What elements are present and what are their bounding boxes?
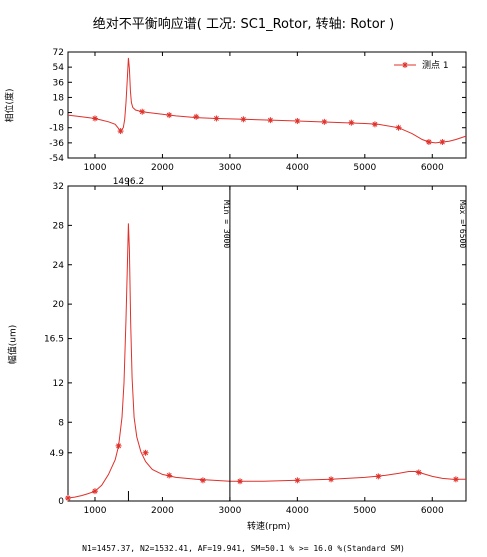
amplitude-ytick-label: 12 [53, 379, 64, 389]
phase-xtick-label: 2000 [151, 163, 174, 173]
amplitude-ytick-label: 32 [53, 182, 64, 192]
limit-label: Max = 6500 [458, 200, 467, 248]
phase-xtick-label: 6000 [421, 163, 444, 173]
phase-data-marker [267, 117, 274, 124]
amplitude-ytick-label: 28 [53, 221, 65, 231]
amplitude-ytick-label: 0 [58, 497, 64, 507]
phase-ytick-label: 0 [58, 109, 64, 119]
amplitude-xtick-label: 2000 [151, 506, 174, 516]
phase-data-marker [425, 139, 432, 146]
phase-data-marker [395, 124, 402, 131]
limit-label: Min = 3000 [222, 200, 231, 248]
amplitude-xtick-label: 6000 [421, 506, 444, 516]
amplitude-axis-label: 幅值(um) [8, 324, 19, 364]
amplitude-data-marker [328, 476, 335, 483]
amplitude-ytick-label: 8 [58, 418, 64, 428]
phase-xtick-label: 3000 [218, 163, 241, 173]
amplitude-data-marker [199, 477, 206, 484]
amplitude-xtick-label: 3000 [218, 506, 241, 516]
amplitude-ytick-label: 4.9 [50, 449, 65, 459]
amplitude-xtick-label: 1000 [84, 506, 107, 516]
peak-label: 1496.2 [113, 177, 145, 187]
amplitude-data-marker [415, 469, 422, 476]
footer-summary: N1=1457.37, N2=1532.41, AF=19.941, SM=50… [82, 544, 405, 553]
phase-data-marker [193, 113, 200, 120]
phase-ytick-label: -18 [49, 124, 64, 134]
phase-data-marker [91, 115, 98, 122]
phase-xtick-label: 5000 [353, 163, 376, 173]
speed-axis-label: 转速(rpm) [247, 522, 291, 532]
legend-label: 测点 1 [422, 60, 449, 71]
amplitude-data-marker [237, 478, 244, 485]
amplitude-xtick-label: 4000 [286, 506, 309, 516]
phase-data-marker [371, 121, 378, 128]
phase-axis-label: 相位(度) [5, 88, 16, 123]
phase-xtick-label: 4000 [286, 163, 309, 173]
phase-ytick-label: -54 [49, 154, 64, 164]
legend-marker [402, 62, 408, 68]
amplitude-data-marker [65, 495, 71, 502]
phase-data-marker [213, 115, 220, 122]
amplitude-data-marker [142, 449, 149, 456]
phase-data-marker [240, 116, 247, 123]
amplitude-series-line [67, 223, 466, 499]
phase-data-marker [117, 128, 124, 135]
phase-plot-frame [67, 51, 467, 159]
phase-xtick-label: 1000 [84, 163, 107, 173]
phase-data-marker [321, 118, 328, 125]
amplitude-data-marker [452, 476, 459, 483]
phase-ytick-label: -36 [49, 139, 64, 149]
phase-data-marker [139, 108, 146, 115]
amplitude-xtick-label: 5000 [353, 506, 376, 516]
amplitude-data-marker [166, 472, 173, 479]
phase-ytick-label: 36 [53, 78, 65, 88]
amplitude-data-marker [115, 442, 122, 449]
amplitude-data-marker [375, 473, 382, 480]
amplitude-ytick-label: 24 [53, 261, 65, 271]
amplitude-ytick-label: 20 [53, 300, 65, 310]
phase-data-marker [294, 117, 301, 124]
amplitude-plot-frame [67, 185, 467, 502]
amplitude-data-marker [91, 488, 98, 495]
phase-ytick-label: 18 [53, 93, 65, 103]
phase-ytick-label: 72 [53, 48, 64, 58]
chart-title: 绝对不平衡响应谱( 工况: SC1_Rotor, 转轴: Rotor ) [92, 17, 395, 32]
amplitude-data-marker [294, 477, 301, 484]
phase-data-marker [166, 112, 173, 119]
phase-data-marker [439, 139, 446, 146]
phase-series-line [67, 57, 467, 144]
amplitude-ytick-label: 16.5 [44, 335, 64, 345]
phase-ytick-label: 54 [53, 63, 65, 73]
phase-data-marker [348, 119, 355, 126]
